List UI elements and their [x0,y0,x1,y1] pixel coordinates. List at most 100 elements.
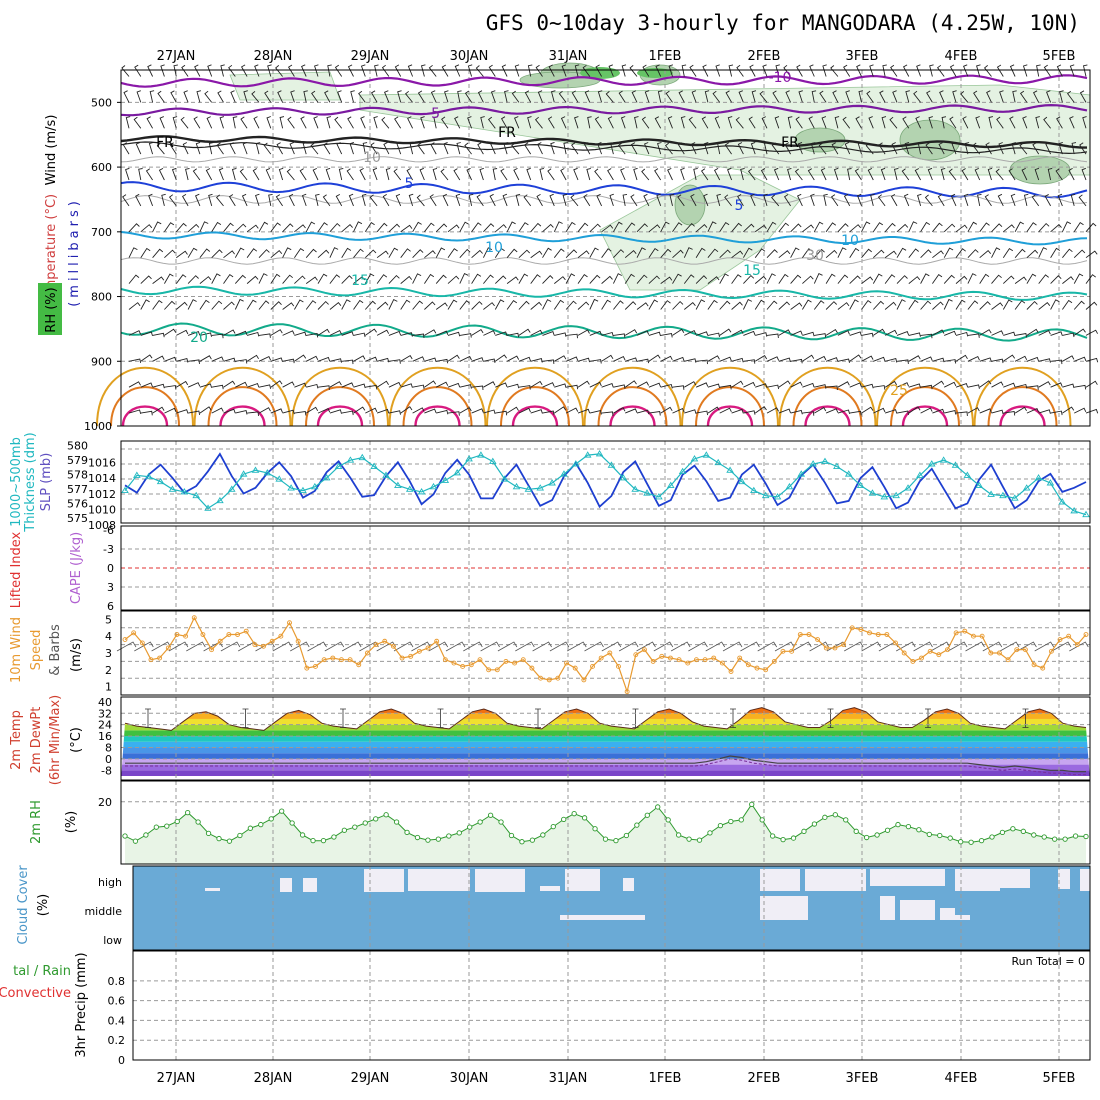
wind-barb [456,142,461,155]
wind-barb [1059,90,1064,103]
wind-barb [223,273,234,284]
wind-barb [743,359,756,364]
wind-barb [884,250,897,259]
wind-barb [695,382,709,388]
wind-barb [707,355,720,362]
wind-barb [861,299,872,310]
wind-barb [317,408,331,414]
wind-barb [612,273,623,284]
wind-barb [601,248,612,258]
thickness-point [192,491,200,499]
wind-barb [1085,380,1098,388]
wind-barb [613,333,626,338]
contour-label: 20 [190,330,208,346]
wind-barb [164,273,174,284]
thickness-point [844,470,853,477]
wind-speed-point [815,637,821,643]
label-wind: Wind (m/s) [44,115,59,186]
cloud-gaps [205,869,1090,920]
minmax-bar [242,708,249,728]
date-label-top: 1FEB [649,49,682,64]
wind-barb [1050,247,1061,258]
wind-barb [597,90,603,103]
wind-speed-point [893,640,898,646]
wind-barb [176,329,189,336]
label-speed: Speed [29,630,44,671]
thickness-point [702,451,711,458]
wind-barb [914,168,921,181]
wind-barb [370,90,378,103]
wind-barb [334,64,343,77]
wind-barb [373,116,378,129]
wind-barb [837,358,850,364]
wind-barb [400,332,413,337]
wind-barb [135,142,142,155]
warm-isotherm [876,366,974,427]
wind-speed-point [572,665,578,671]
wind-barb [577,301,590,310]
wind-barb [467,64,473,77]
wind-barb [941,116,947,129]
wind-barb [1022,64,1028,77]
wind-barb [624,329,638,336]
wind-barb [648,299,659,310]
rh-point [905,824,912,830]
minmax-bar [437,708,444,728]
wind-barb [341,382,354,388]
rh-point [174,818,180,825]
date-label-bottom: 28JAN [254,1071,293,1086]
wind-barb [813,272,823,284]
wind-barb [563,142,568,155]
wind-barb [424,357,437,363]
cloud-gap [540,886,560,891]
wind-barb [376,408,390,414]
dewpoint-min-line [125,758,1086,776]
wind-barb [896,299,906,310]
thickness-point [560,470,568,477]
wind-barb [707,332,720,338]
wind-barb [794,168,803,181]
wind-speed-point [148,657,154,663]
wind-barb [412,356,425,362]
wind-barb [751,90,757,103]
wind-barb [282,409,295,415]
wind-barb [518,328,531,336]
wind-barb [223,408,236,414]
thickness-point [904,484,912,491]
wind-barb [908,248,919,258]
thickness-line [124,453,1087,516]
wind-barb [869,64,874,77]
wind-barb [518,407,531,414]
wind-barb [641,116,650,129]
wind-barb [270,222,281,233]
wind-barb [381,64,390,77]
wind-barb [406,168,413,181]
wind-barb [979,408,992,414]
wind-barb [565,356,579,362]
wind-barb [374,64,379,77]
wind-speed-point [529,665,535,671]
rh-point [1052,836,1058,842]
wind-barb [951,141,957,155]
thickness-point [1070,506,1078,514]
thickness-point [880,493,889,500]
wind-barb [932,329,945,336]
label-convective: Convective [0,986,71,1001]
wind-barb [530,222,542,233]
wind-barb [642,64,650,77]
wind-barb [889,116,898,129]
panel-frame-snd [120,69,1091,427]
wind-barb [447,411,460,416]
rh-point [373,816,379,822]
wind-barb [361,193,367,207]
contour-label: 25 [890,383,908,399]
wind-barb [161,193,166,207]
wind-barb [1050,410,1063,416]
wind-barb [513,167,520,181]
thickness-point [631,485,639,492]
thickness-point [144,472,153,480]
wind-barb [731,357,744,363]
cloud-gap [560,915,645,920]
wind-barb [188,359,200,364]
temp-tick: -8 [101,764,112,777]
